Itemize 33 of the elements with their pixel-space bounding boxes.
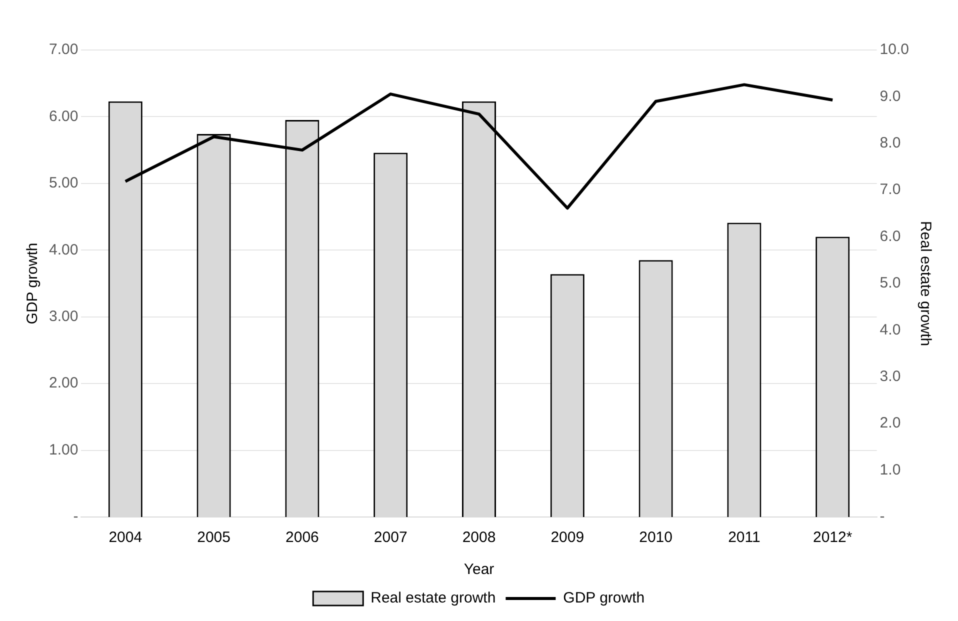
y-tick-label: 6.00 <box>48 108 78 125</box>
x-tick-label: 2010 <box>639 529 672 546</box>
x-tick-label: 2007 <box>374 529 408 546</box>
x-tick-label: 2005 <box>197 529 230 546</box>
y2-tick-label: 1.0 <box>880 461 901 478</box>
legend-label: GDP growth <box>563 590 645 607</box>
y2-tick-label: 2.0 <box>880 414 901 432</box>
x-tick-label: 2008 <box>462 529 496 546</box>
x-tick-label: 2011 <box>728 529 760 546</box>
y-tick-label: 7.00 <box>48 41 78 58</box>
y2-tick-label: - <box>880 508 885 526</box>
x-tick-label: 2012* <box>812 529 852 546</box>
y2-tick-label: 9.0 <box>880 88 901 105</box>
y-tick-label: 5.00 <box>48 174 78 192</box>
x-tick-label: 2006 <box>286 529 319 546</box>
y-tick-label: - <box>73 508 78 526</box>
y-tick-label: 1.00 <box>48 441 78 458</box>
legend-label: Real estate growth <box>370 590 496 607</box>
y2-axis-title: Real estate growth <box>916 220 934 346</box>
y2-tick-label: 4.0 <box>880 321 901 338</box>
y2-tick-label: 3.0 <box>880 368 901 386</box>
y2-tick-label: 8.0 <box>880 134 901 152</box>
y-tick-label: 2.00 <box>48 374 78 392</box>
y2-tick-label: 7.0 <box>880 181 901 198</box>
y-tick-label: 3.00 <box>48 308 78 325</box>
y-tick-label: 4.00 <box>48 241 78 258</box>
y2-tick-label: 6.0 <box>880 228 901 245</box>
x-tick-label: 2009 <box>550 529 584 546</box>
y2-tick-label: 10.0 <box>880 41 910 58</box>
y-axis-title: GDP growth <box>24 242 42 324</box>
x-axis-title: Year <box>464 561 494 578</box>
y2-tick-label: 5.0 <box>880 274 901 292</box>
x-tick-label: 2004 <box>108 529 142 546</box>
